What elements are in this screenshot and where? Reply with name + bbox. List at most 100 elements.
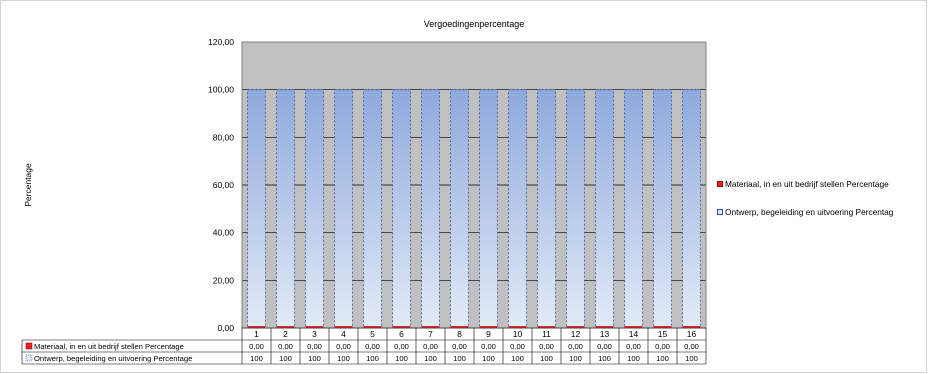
table-cell: 0,00 — [452, 342, 467, 351]
table-cell: 100 — [685, 354, 698, 363]
bar-ontwerp — [653, 89, 672, 329]
table-cell: 100 — [279, 354, 292, 363]
bar-materiaal — [624, 326, 643, 328]
x-tick-label: 1 — [254, 329, 259, 339]
table-swatch-materiaal — [25, 342, 33, 350]
x-tick-label: 4 — [341, 329, 346, 339]
bar-ontwerp — [276, 89, 295, 329]
table-cell: 0,00 — [278, 342, 293, 351]
x-tick-label: 9 — [486, 329, 491, 339]
y-axis-label: Percentage — [23, 163, 33, 207]
bar-materiaal — [334, 326, 353, 328]
bar-materiaal — [392, 326, 411, 328]
y-tick-label: 60,00 — [213, 180, 235, 190]
bar-materiaal — [595, 326, 614, 328]
table-cell: 0,00 — [307, 342, 322, 351]
y-tick-label: 120,00 — [208, 37, 234, 47]
table-cell: 100 — [598, 354, 611, 363]
table-cell: 100 — [569, 354, 582, 363]
bar-ontwerp — [363, 89, 382, 329]
table-cell: 100 — [540, 354, 553, 363]
bar-materiaal — [566, 326, 585, 328]
table-series-label-ontwerp: Ontwerp, begeleiding en uitvoering Perce… — [34, 354, 192, 363]
table-cell: 0,00 — [626, 342, 641, 351]
y-tick-label: 40,00 — [213, 228, 235, 238]
bar-materiaal — [276, 326, 295, 328]
bar-materiaal — [247, 326, 266, 328]
x-tick-label: 2 — [283, 329, 288, 339]
bar-materiaal — [508, 326, 527, 328]
bar-materiaal — [421, 326, 440, 328]
bar-ontwerp — [537, 89, 556, 329]
table-cell: 100 — [424, 354, 437, 363]
legend-label-materiaal: Materiaal, in en uit bedrijf stellen Per… — [725, 179, 889, 189]
table-cell: 0,00 — [597, 342, 612, 351]
bar-materiaal — [363, 326, 382, 328]
legend-swatch-materiaal — [717, 181, 723, 187]
x-tick-label: 3 — [312, 329, 317, 339]
table-cell: 100 — [482, 354, 495, 363]
x-tick-label: 13 — [600, 329, 610, 339]
table-cell: 100 — [453, 354, 466, 363]
table-cell: 0,00 — [568, 342, 583, 351]
y-tick-label: 20,00 — [213, 275, 235, 285]
table-cell: 100 — [395, 354, 408, 363]
table-cell: 100 — [511, 354, 524, 363]
bar-materiaal — [682, 326, 701, 328]
table-cell: 0,00 — [655, 342, 670, 351]
x-tick-label: 5 — [370, 329, 375, 339]
table-cell: 100 — [366, 354, 379, 363]
y-tick-label: 0,00 — [217, 323, 234, 333]
bar-ontwerp — [450, 89, 469, 329]
table-cell: 0,00 — [423, 342, 438, 351]
table-cell: 0,00 — [510, 342, 525, 351]
x-tick-label: 15 — [658, 329, 668, 339]
table-cell: 100 — [656, 354, 669, 363]
x-tick-label: 8 — [457, 329, 462, 339]
bar-ontwerp — [479, 89, 498, 329]
table-series-label-materiaal: Materiaal, in en uit bedrijf stellen Per… — [34, 342, 184, 351]
legend-item-materiaal: Materiaal, in en uit bedrijf stellen Per… — [717, 179, 889, 189]
table-cell: 0,00 — [365, 342, 380, 351]
bar-materiaal — [450, 326, 469, 328]
table-cell: 0,00 — [336, 342, 351, 351]
table-cell: 0,00 — [394, 342, 409, 351]
x-tick-label: 10 — [513, 329, 523, 339]
x-tick-label: 6 — [399, 329, 404, 339]
table-swatch-ontwerp — [25, 354, 33, 362]
x-tick-label: 14 — [629, 329, 639, 339]
bar-ontwerp — [595, 89, 614, 329]
x-tick-label: 7 — [428, 329, 433, 339]
bar-ontwerp — [624, 89, 643, 329]
bar-materiaal — [537, 326, 556, 328]
bar-materiaal — [305, 326, 324, 328]
legend-swatch-ontwerp — [717, 209, 723, 215]
table-cell: 0,00 — [249, 342, 264, 351]
y-tick-label: 80,00 — [213, 132, 235, 142]
legend-label-ontwerp: Ontwerp, begeleiding en uitvoering Perce… — [725, 207, 894, 217]
bar-ontwerp — [508, 89, 527, 329]
bar-ontwerp — [305, 89, 324, 329]
y-tick-label: 100,00 — [208, 85, 234, 95]
x-tick-label: 16 — [687, 329, 697, 339]
x-tick-label: 11 — [542, 329, 551, 339]
table-cell: 100 — [250, 354, 263, 363]
chart-title: Vergoedingenpercentage — [424, 19, 525, 29]
bar-ontwerp — [247, 89, 266, 329]
table-cell: 100 — [337, 354, 350, 363]
table-cell: 0,00 — [684, 342, 699, 351]
bar-materiaal — [653, 326, 672, 328]
table-cell: 0,00 — [539, 342, 554, 351]
bar-ontwerp — [334, 89, 353, 329]
table-cell: 0,00 — [481, 342, 496, 351]
table-cell: 100 — [627, 354, 640, 363]
x-tick-label: 12 — [571, 329, 581, 339]
bar-materiaal — [479, 326, 498, 328]
legend-item-ontwerp: Ontwerp, begeleiding en uitvoering Perce… — [717, 207, 893, 217]
bar-ontwerp — [392, 89, 411, 329]
bar-ontwerp — [421, 89, 440, 329]
bar-ontwerp — [566, 89, 585, 329]
bar-ontwerp — [682, 89, 701, 329]
table-cell: 100 — [308, 354, 321, 363]
